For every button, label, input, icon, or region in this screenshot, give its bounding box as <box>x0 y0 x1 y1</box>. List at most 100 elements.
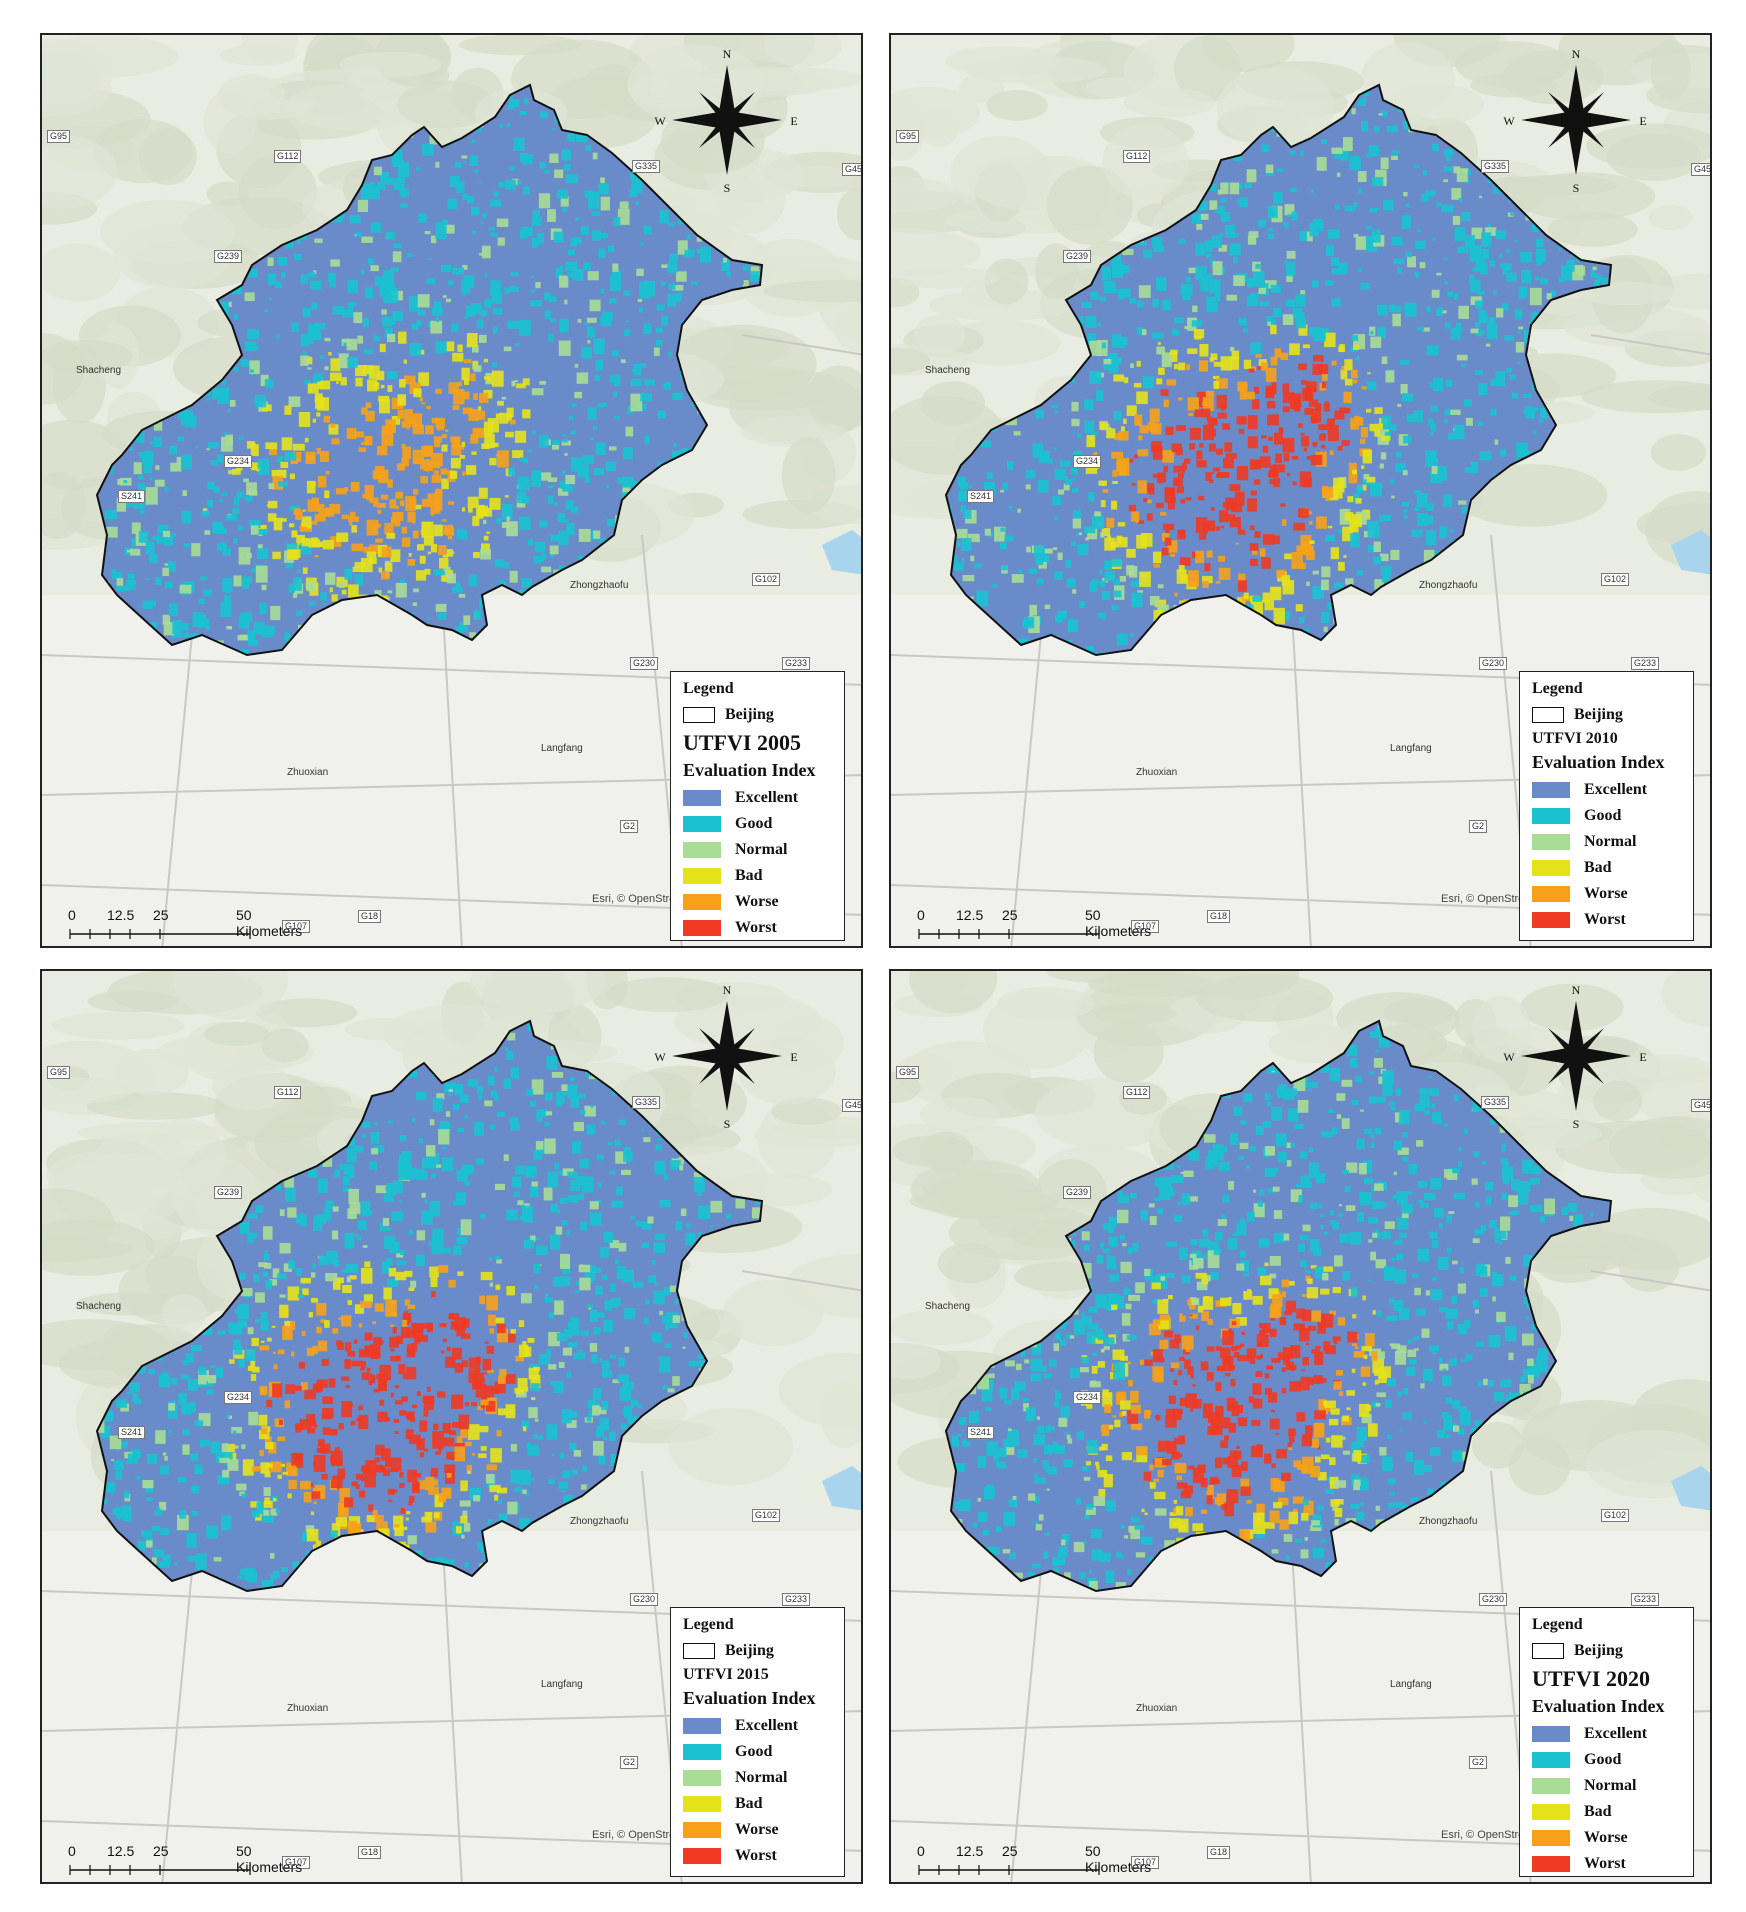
road-shield: G95 <box>896 1066 920 1079</box>
legend-swatch <box>683 1744 721 1760</box>
scale-tick-label: 12.5 <box>956 907 984 923</box>
legend-label: Normal <box>1584 833 1637 850</box>
north-arrow-icon: N S E W <box>1503 47 1646 195</box>
scale-tick-label: 12.5 <box>107 907 135 923</box>
road-shield: G112 <box>274 1086 302 1099</box>
legend-label: Bad <box>735 1795 763 1812</box>
legend-title: Legend <box>1532 680 1583 697</box>
compass-w-label: W <box>1503 114 1515 128</box>
road-shield: G230 <box>630 1593 659 1606</box>
road-shield: G18 <box>1207 1846 1231 1859</box>
scale-bar: 0 12.5 25 50 Kilometers <box>909 1843 1151 1882</box>
legend-label: Excellent <box>735 789 799 806</box>
road-shield: G335 <box>632 1096 661 1109</box>
place-label-langfang: Langfang <box>1390 1679 1432 1690</box>
compass-s-label: S <box>1573 181 1580 195</box>
boundary-swatch <box>1532 1643 1564 1659</box>
map-panel-2020: N S E W Shacheng Zhongzhaofu Langfang Zhuoxian G… <box>889 969 1712 1884</box>
legend-label: Worse <box>1584 1829 1628 1846</box>
legend-item-worse: Worse <box>683 1817 832 1843</box>
legend-swatch <box>1532 860 1570 876</box>
legend-label: Normal <box>735 841 788 858</box>
legend-item-worse: Worse <box>1532 881 1681 907</box>
evaluation-index-label: Evaluation Index <box>683 1688 816 1708</box>
compass-n-label: N <box>723 47 732 61</box>
compass-s-label: S <box>724 1117 731 1131</box>
boundary-label: Beijing <box>1574 706 1623 723</box>
legend-label: Excellent <box>735 1717 799 1734</box>
road-shield: G95 <box>47 130 71 143</box>
legend-swatch <box>1532 808 1570 824</box>
north-arrow-icon: N S E W <box>654 983 797 1131</box>
legend-item-bad: Bad <box>683 863 832 889</box>
legend-label: Excellent <box>1584 1725 1648 1742</box>
legend-swatch <box>1532 1752 1570 1768</box>
road-shield: G18 <box>358 910 382 923</box>
map-panel-2005: N S E W Shacheng Zhongzhaofu Langfang Zhuoxian G… <box>40 33 863 948</box>
road-shield: S241 <box>118 1426 146 1439</box>
road-shield: G112 <box>1123 150 1151 163</box>
map-canvas: N S E W <box>42 971 861 1882</box>
road-shield: G18 <box>1207 910 1231 923</box>
legend-label: Bad <box>735 867 763 884</box>
legend-swatch <box>1532 1856 1570 1872</box>
legend-item-excellent: Excellent <box>1532 1721 1681 1747</box>
road-shield: G2 <box>1469 820 1488 833</box>
legend-label: Good <box>735 1743 773 1760</box>
legend-item-good: Good <box>1532 1747 1681 1773</box>
road-shield: G45 <box>842 1099 861 1112</box>
place-label-langfang: Langfang <box>541 743 583 754</box>
legend-label: Bad <box>1584 859 1612 876</box>
compass-w-label: W <box>654 1050 666 1064</box>
legend-item-good: Good <box>683 1739 832 1765</box>
legend-item-excellent: Excellent <box>683 785 832 811</box>
place-label-shacheng: Shacheng <box>76 1301 122 1312</box>
map-legend: Legend Beijing UTFVI 2020 Evaluation Index E… <box>1519 1607 1694 1877</box>
legend-swatch <box>683 1796 721 1812</box>
legend-label: Worst <box>735 919 777 936</box>
map-canvas: N S E W <box>891 35 1710 946</box>
scale-tick-label: 25 <box>1002 907 1018 923</box>
road-shield: G102 <box>1601 573 1630 586</box>
road-shield: G95 <box>47 1066 71 1079</box>
compass-w-label: W <box>654 114 666 128</box>
utfvi-year-label: UTFVI 2010 <box>1532 730 1618 747</box>
road-shield: G230 <box>1479 1593 1508 1606</box>
legend-item-good: Good <box>1532 803 1681 829</box>
road-shield: G95 <box>896 130 920 143</box>
scale-tick-label: 12.5 <box>107 1843 135 1859</box>
scale-bar: 0 12.5 25 50 Kilometers <box>909 907 1151 946</box>
legend-item-bad: Bad <box>1532 855 1681 881</box>
legend-swatch <box>1532 1830 1570 1846</box>
map-legend: Legend Beijing UTFVI 2005 Evaluation Index E… <box>670 671 845 941</box>
road-shield: G239 <box>1063 250 1092 263</box>
road-shield: G234 <box>224 455 253 468</box>
legend-swatch <box>683 1822 721 1838</box>
place-label-zhuoxian: Zhuoxian <box>287 1703 329 1714</box>
legend-swatch <box>1532 1778 1570 1794</box>
compass-s-label: S <box>724 181 731 195</box>
legend-label: Normal <box>1584 1777 1637 1794</box>
road-shield: G239 <box>214 250 243 263</box>
legend-swatch <box>683 842 721 858</box>
legend-title: Legend <box>683 680 734 697</box>
compass-n-label: N <box>723 983 732 997</box>
scale-tick-label: 50 Kilometers <box>236 907 303 939</box>
scale-tick-label: 0 <box>68 1843 76 1859</box>
road-shield: G102 <box>752 573 781 586</box>
legend-label: Worst <box>1584 1855 1626 1872</box>
boundary-label: Beijing <box>725 1642 774 1659</box>
scale-tick-label: 50 Kilometers <box>1085 1843 1152 1875</box>
legend-swatch <box>1532 782 1570 798</box>
map-canvas: N S E W <box>891 971 1710 1882</box>
road-shield: G335 <box>632 160 661 173</box>
legend-swatch <box>1532 912 1570 928</box>
road-shield: G230 <box>630 657 659 670</box>
legend-label: Excellent <box>1584 781 1648 798</box>
legend-label: Worse <box>735 1821 779 1838</box>
legend-item-worst: Worst <box>683 915 832 941</box>
legend-item-worst: Worst <box>1532 907 1681 933</box>
legend-label: Worst <box>1584 911 1626 928</box>
legend-item-bad: Bad <box>1532 1799 1681 1825</box>
road-shield: G2 <box>1469 1756 1488 1769</box>
